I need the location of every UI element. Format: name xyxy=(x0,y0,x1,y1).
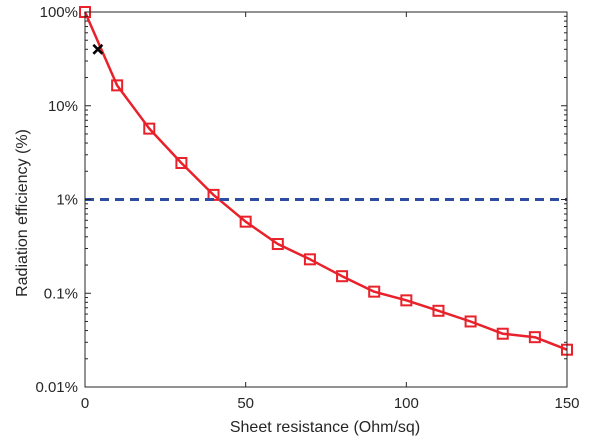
y-tick-label: 0.1% xyxy=(44,285,78,302)
y-tick-label: 0.01% xyxy=(35,379,78,396)
data-point xyxy=(175,157,188,170)
data-point xyxy=(271,238,284,251)
data-point xyxy=(464,315,477,328)
x-tick-label: 0 xyxy=(81,395,89,412)
series-line xyxy=(83,11,568,351)
data-point xyxy=(400,294,413,307)
data-point xyxy=(143,122,156,135)
data-point xyxy=(111,79,124,92)
x-tick-label: 100 xyxy=(394,395,419,412)
x-tick-label: 150 xyxy=(554,395,579,412)
data-point xyxy=(336,270,349,283)
data-point xyxy=(239,215,252,228)
x-marker-stroke xyxy=(92,43,104,55)
data-point xyxy=(368,285,381,298)
data-point xyxy=(432,304,445,317)
y-tick-label: 100% xyxy=(40,4,78,21)
x-tick-label: 50 xyxy=(237,395,254,412)
data-point xyxy=(303,253,316,266)
data-point-x xyxy=(92,43,104,55)
data-point xyxy=(528,331,541,344)
y-tick-label: 10% xyxy=(48,98,78,115)
y-axis-label: Radiation efficiency (%) xyxy=(14,129,31,297)
y-tick-label: 1% xyxy=(56,192,78,209)
data-point xyxy=(496,327,509,340)
x-axis-label: Sheet resistance (Ohm/sq) xyxy=(230,419,420,436)
